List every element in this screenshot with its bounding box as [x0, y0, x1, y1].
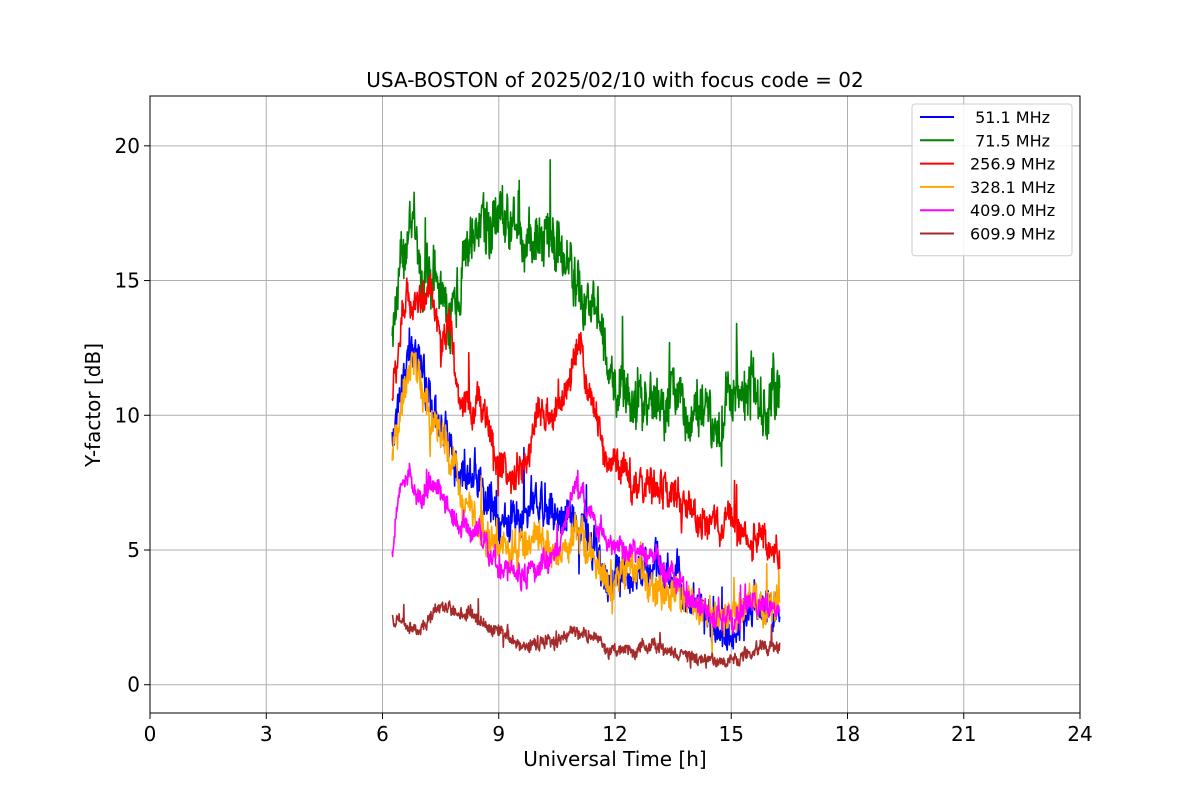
legend-label: 409.0 MHz — [970, 201, 1055, 220]
x-tick-label: 9 — [492, 722, 505, 746]
chart-title: USA-BOSTON of 2025/02/10 with focus code… — [366, 68, 863, 92]
y-tick-label: 0 — [127, 673, 140, 697]
legend-label: 609.9 MHz — [970, 225, 1055, 244]
x-tick-label: 6 — [376, 722, 389, 746]
x-tick-label: 15 — [719, 722, 744, 746]
y-tick-label: 15 — [115, 269, 140, 293]
series-line — [391, 462, 781, 635]
axis-ticks: 0 3 6 9 12 15 18 21 24 0 5 10 15 20 — [115, 134, 1093, 746]
legend-label: 328.1 MHz — [970, 178, 1055, 197]
legend-label: 51.1 MHz — [970, 108, 1050, 127]
series-line — [391, 351, 781, 658]
legend: 51.1 MHz 71.5 MHz 256.9 MHz 328.1 MHz 409.0… — [911, 103, 1073, 257]
y-axis-label: Y-factor [dB] — [81, 343, 105, 468]
y-tick-label: 20 — [115, 134, 140, 158]
x-tick-label: 12 — [602, 722, 627, 746]
series-line — [391, 597, 781, 669]
x-tick-label: 3 — [260, 722, 273, 746]
y-tick-label: 5 — [127, 538, 140, 562]
legend-frame — [911, 103, 1073, 257]
series-line — [391, 159, 781, 467]
series-line — [391, 272, 781, 571]
x-tick-label: 18 — [835, 722, 860, 746]
legend-label: 71.5 MHz — [970, 131, 1050, 150]
x-axis-label: Universal Time [h] — [523, 747, 706, 771]
x-tick-label: 0 — [144, 722, 157, 746]
y-tick-label: 10 — [115, 403, 140, 427]
series-layer — [391, 159, 781, 669]
legend-label: 256.9 MHz — [970, 155, 1055, 174]
x-tick-label: 21 — [951, 722, 976, 746]
x-tick-label: 24 — [1067, 722, 1092, 746]
